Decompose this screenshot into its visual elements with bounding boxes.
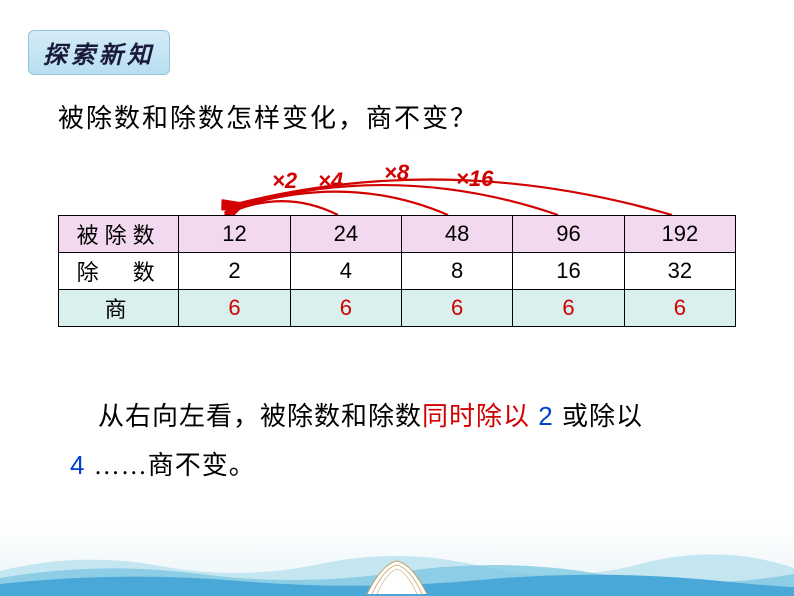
quotient-c1: 6 bbox=[179, 290, 290, 327]
dividend-c3: 48 bbox=[402, 216, 513, 253]
section-badge: 探索新知 bbox=[28, 30, 170, 75]
annot-top-x2: ×2 bbox=[272, 168, 297, 194]
dividend-c5: 192 bbox=[624, 216, 735, 253]
quotient-c5: 6 bbox=[624, 290, 735, 327]
dividend-c1: 12 bbox=[179, 216, 290, 253]
label-quotient: 商 bbox=[59, 290, 179, 327]
division-table: 被除数 12 24 48 96 192 除 数 2 4 8 16 32 商 6 … bbox=[58, 215, 736, 327]
quotient-c4: 6 bbox=[513, 290, 624, 327]
annot-top-x16: ×16 bbox=[456, 166, 493, 192]
book-spine-decoration bbox=[362, 556, 432, 596]
table-row-dividend: 被除数 12 24 48 96 192 bbox=[59, 216, 736, 253]
divisor-c1: 2 bbox=[179, 253, 290, 290]
concl-1a: 从右向左看，被除数和除数 bbox=[98, 402, 422, 431]
annot-top-x4: ×4 bbox=[318, 168, 343, 194]
table-row-quotient: 商 6 6 6 6 6 bbox=[59, 290, 736, 327]
label-divisor: 除 数 bbox=[59, 253, 179, 290]
quotient-c3: 6 bbox=[402, 290, 513, 327]
dividend-c2: 24 bbox=[290, 216, 401, 253]
question-text: 被除数和除数怎样变化，商不变？ bbox=[58, 98, 478, 135]
concl-1c-blue: 2 bbox=[530, 401, 562, 431]
divisor-c3: 8 bbox=[402, 253, 513, 290]
conclusion-text: 从右向左看，被除数和除数同时除以 2 或除以 4 ……商不变。 bbox=[98, 392, 734, 491]
quotient-c2: 6 bbox=[290, 290, 401, 327]
annot-top-x8: ×8 bbox=[384, 160, 409, 186]
table-row-divisor: 除 数 2 4 8 16 32 bbox=[59, 253, 736, 290]
dividend-c4: 96 bbox=[513, 216, 624, 253]
divisor-c5: 32 bbox=[624, 253, 735, 290]
divisor-c4: 16 bbox=[513, 253, 624, 290]
concl-1d: 或除以 bbox=[562, 402, 643, 431]
concl-2a-blue: 4 bbox=[70, 450, 94, 480]
divisor-c2: 4 bbox=[290, 253, 401, 290]
label-dividend: 被除数 bbox=[59, 216, 179, 253]
concl-1b-red: 同时除以 bbox=[422, 402, 530, 431]
concl-2b: ……商不变。 bbox=[94, 451, 256, 480]
